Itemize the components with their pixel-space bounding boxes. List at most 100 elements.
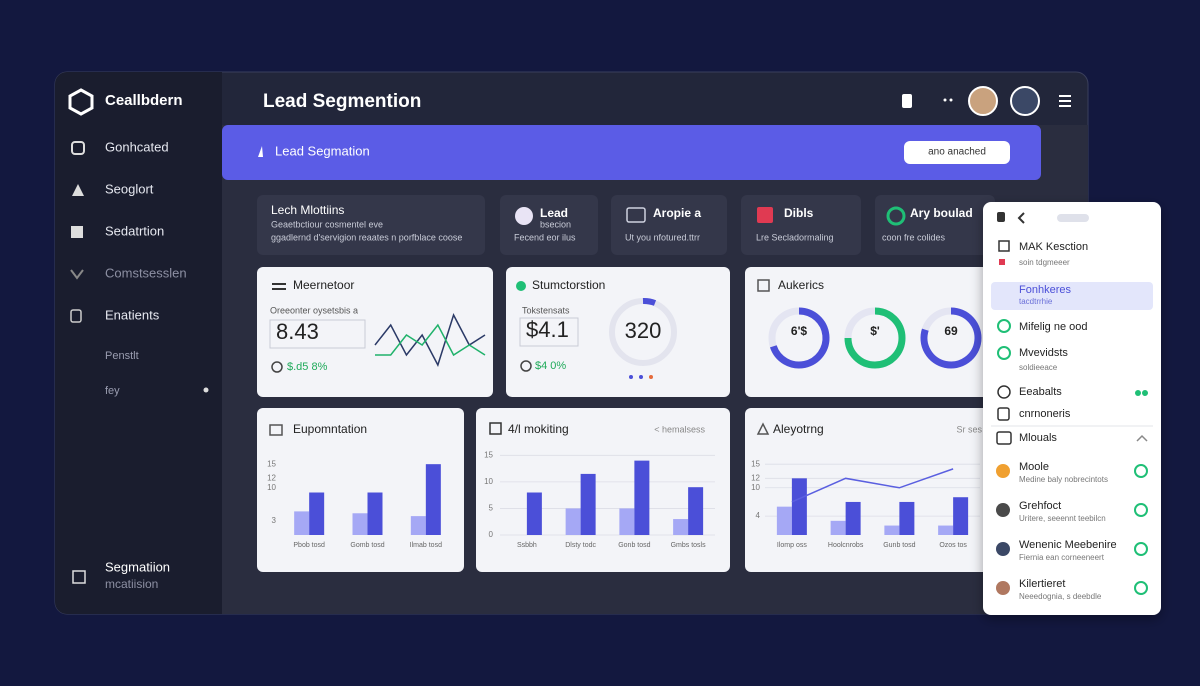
x-tick-label: Ilomp oss	[777, 542, 807, 549]
bar	[899, 501, 915, 535]
panel-item-title: cnrnoneris	[1019, 408, 1071, 420]
stat-subtitle: Geaetbctiour cosmentel eve	[271, 219, 383, 229]
sidebar-footer-subtitle: mcatiision	[105, 577, 158, 591]
avatar[interactable]	[968, 86, 998, 116]
nav-item: Enatients	[105, 307, 160, 322]
banner-icon	[258, 146, 263, 157]
banner-button[interactable]	[904, 141, 1010, 164]
y-tick-label: 0	[489, 530, 494, 539]
person-detail: Medine baly nobrecintots	[1019, 475, 1108, 484]
gauge-dot	[639, 375, 643, 379]
card-title: Aukerics	[778, 278, 824, 292]
person-name: Moole	[1019, 461, 1049, 473]
x-tick-label: Ozos tos	[939, 542, 967, 549]
person-name: Kilertieret	[1019, 578, 1065, 590]
donut-label: $'	[870, 324, 880, 338]
y-tick-label: 15	[751, 459, 760, 468]
bar	[830, 520, 846, 535]
nav-icon	[72, 184, 84, 196]
value-box	[519, 317, 579, 347]
bar	[776, 506, 792, 535]
panel-item-title: Eeabalts	[1019, 386, 1062, 398]
gauge-accent	[642, 298, 657, 306]
stat-title: Dibls	[784, 206, 814, 220]
card-note: < hemalsess	[654, 424, 705, 434]
donut-label: 6'$	[791, 324, 808, 338]
nav-icon	[70, 269, 84, 280]
collapse-icon[interactable]	[1136, 434, 1148, 442]
card	[506, 267, 730, 397]
avatar	[996, 542, 1010, 556]
panel-item-title: Mifelig ne ood	[1019, 321, 1088, 333]
y-tick-label: 15	[267, 459, 276, 468]
banner	[222, 125, 1041, 180]
panel-section: Mlouals	[1019, 432, 1057, 444]
y-tick-label: 15	[484, 450, 493, 459]
row-icon	[997, 319, 1011, 333]
person-name: Wenenic Meebenire	[1019, 539, 1117, 551]
bar	[526, 492, 542, 535]
check[interactable]	[1134, 542, 1148, 556]
bar	[619, 508, 635, 535]
nav-icon	[72, 570, 86, 584]
card-icon	[272, 288, 286, 290]
panel-item-subtitle: soldieeace	[1019, 363, 1058, 372]
header-icon[interactable]	[943, 98, 947, 102]
nav-item: fey	[105, 385, 120, 397]
nav-item: Gonhcated	[105, 139, 169, 154]
line-series	[374, 313, 486, 367]
person-detail: Fiernia ean corneeneert	[1019, 553, 1105, 562]
bar	[845, 501, 861, 535]
y-tick-label: 10	[267, 483, 276, 492]
bar	[884, 525, 900, 535]
bar	[580, 473, 596, 535]
card-delta: $4 0%	[535, 360, 566, 372]
x-tick-label: Hoolcnrobs	[828, 542, 864, 549]
donut-label: 69	[944, 324, 958, 338]
sidebar-footer-title: Segmatiion	[105, 559, 170, 574]
y-tick-label: 10	[484, 477, 493, 486]
card-delta: $.d5 8%	[287, 361, 328, 373]
selected-row[interactable]	[991, 282, 1153, 310]
avatar[interactable]	[1010, 86, 1040, 116]
card-icon	[489, 422, 502, 435]
stat-card	[611, 195, 727, 255]
card-icon	[757, 279, 770, 292]
donut-arc	[769, 307, 830, 369]
bar	[425, 464, 441, 535]
stat-subtitle: ggadlernd d'servigion reaates n porfblac…	[271, 232, 462, 242]
bar	[688, 487, 704, 535]
stat-card	[875, 195, 995, 255]
y-tick-label: 10	[751, 483, 760, 492]
page-title: Lead Segmention	[263, 91, 421, 112]
menu-icon[interactable]	[1059, 95, 1071, 97]
back-button[interactable]	[1017, 212, 1025, 224]
stat-title: Ary boulad	[910, 206, 973, 220]
menu-icon[interactable]	[1059, 100, 1071, 102]
banner-button-label: ano anached	[928, 147, 986, 158]
check[interactable]	[1134, 464, 1148, 478]
menu-icon[interactable]	[1059, 105, 1071, 107]
status-dot	[1135, 390, 1141, 396]
row-icon	[997, 407, 1010, 421]
stat-subtitle: coon fre colides	[882, 232, 946, 242]
card-label: Tokstensats	[522, 305, 570, 315]
card-label: Oreeonter oysetsbis a	[270, 305, 358, 315]
card-title: 4/l mokiting	[508, 422, 569, 436]
delta-icon	[271, 361, 283, 373]
stat-card	[257, 195, 485, 255]
bar	[309, 492, 325, 535]
side-panel: MAK Kesction soin tdgmeeer Fonhkerestacdtr…	[983, 202, 1161, 615]
nav-dot	[203, 387, 209, 393]
logo	[68, 88, 94, 116]
check[interactable]	[1134, 581, 1148, 595]
header-icon[interactable]	[902, 94, 912, 108]
check[interactable]	[1134, 503, 1148, 517]
nav-icon	[71, 141, 85, 155]
header-icon[interactable]	[949, 98, 953, 102]
gauge-value: 320	[625, 318, 662, 343]
row-icon	[998, 240, 1010, 252]
stat-subtitle: Ut you nfotured.ttrr	[625, 232, 700, 242]
card-icon	[756, 422, 770, 435]
